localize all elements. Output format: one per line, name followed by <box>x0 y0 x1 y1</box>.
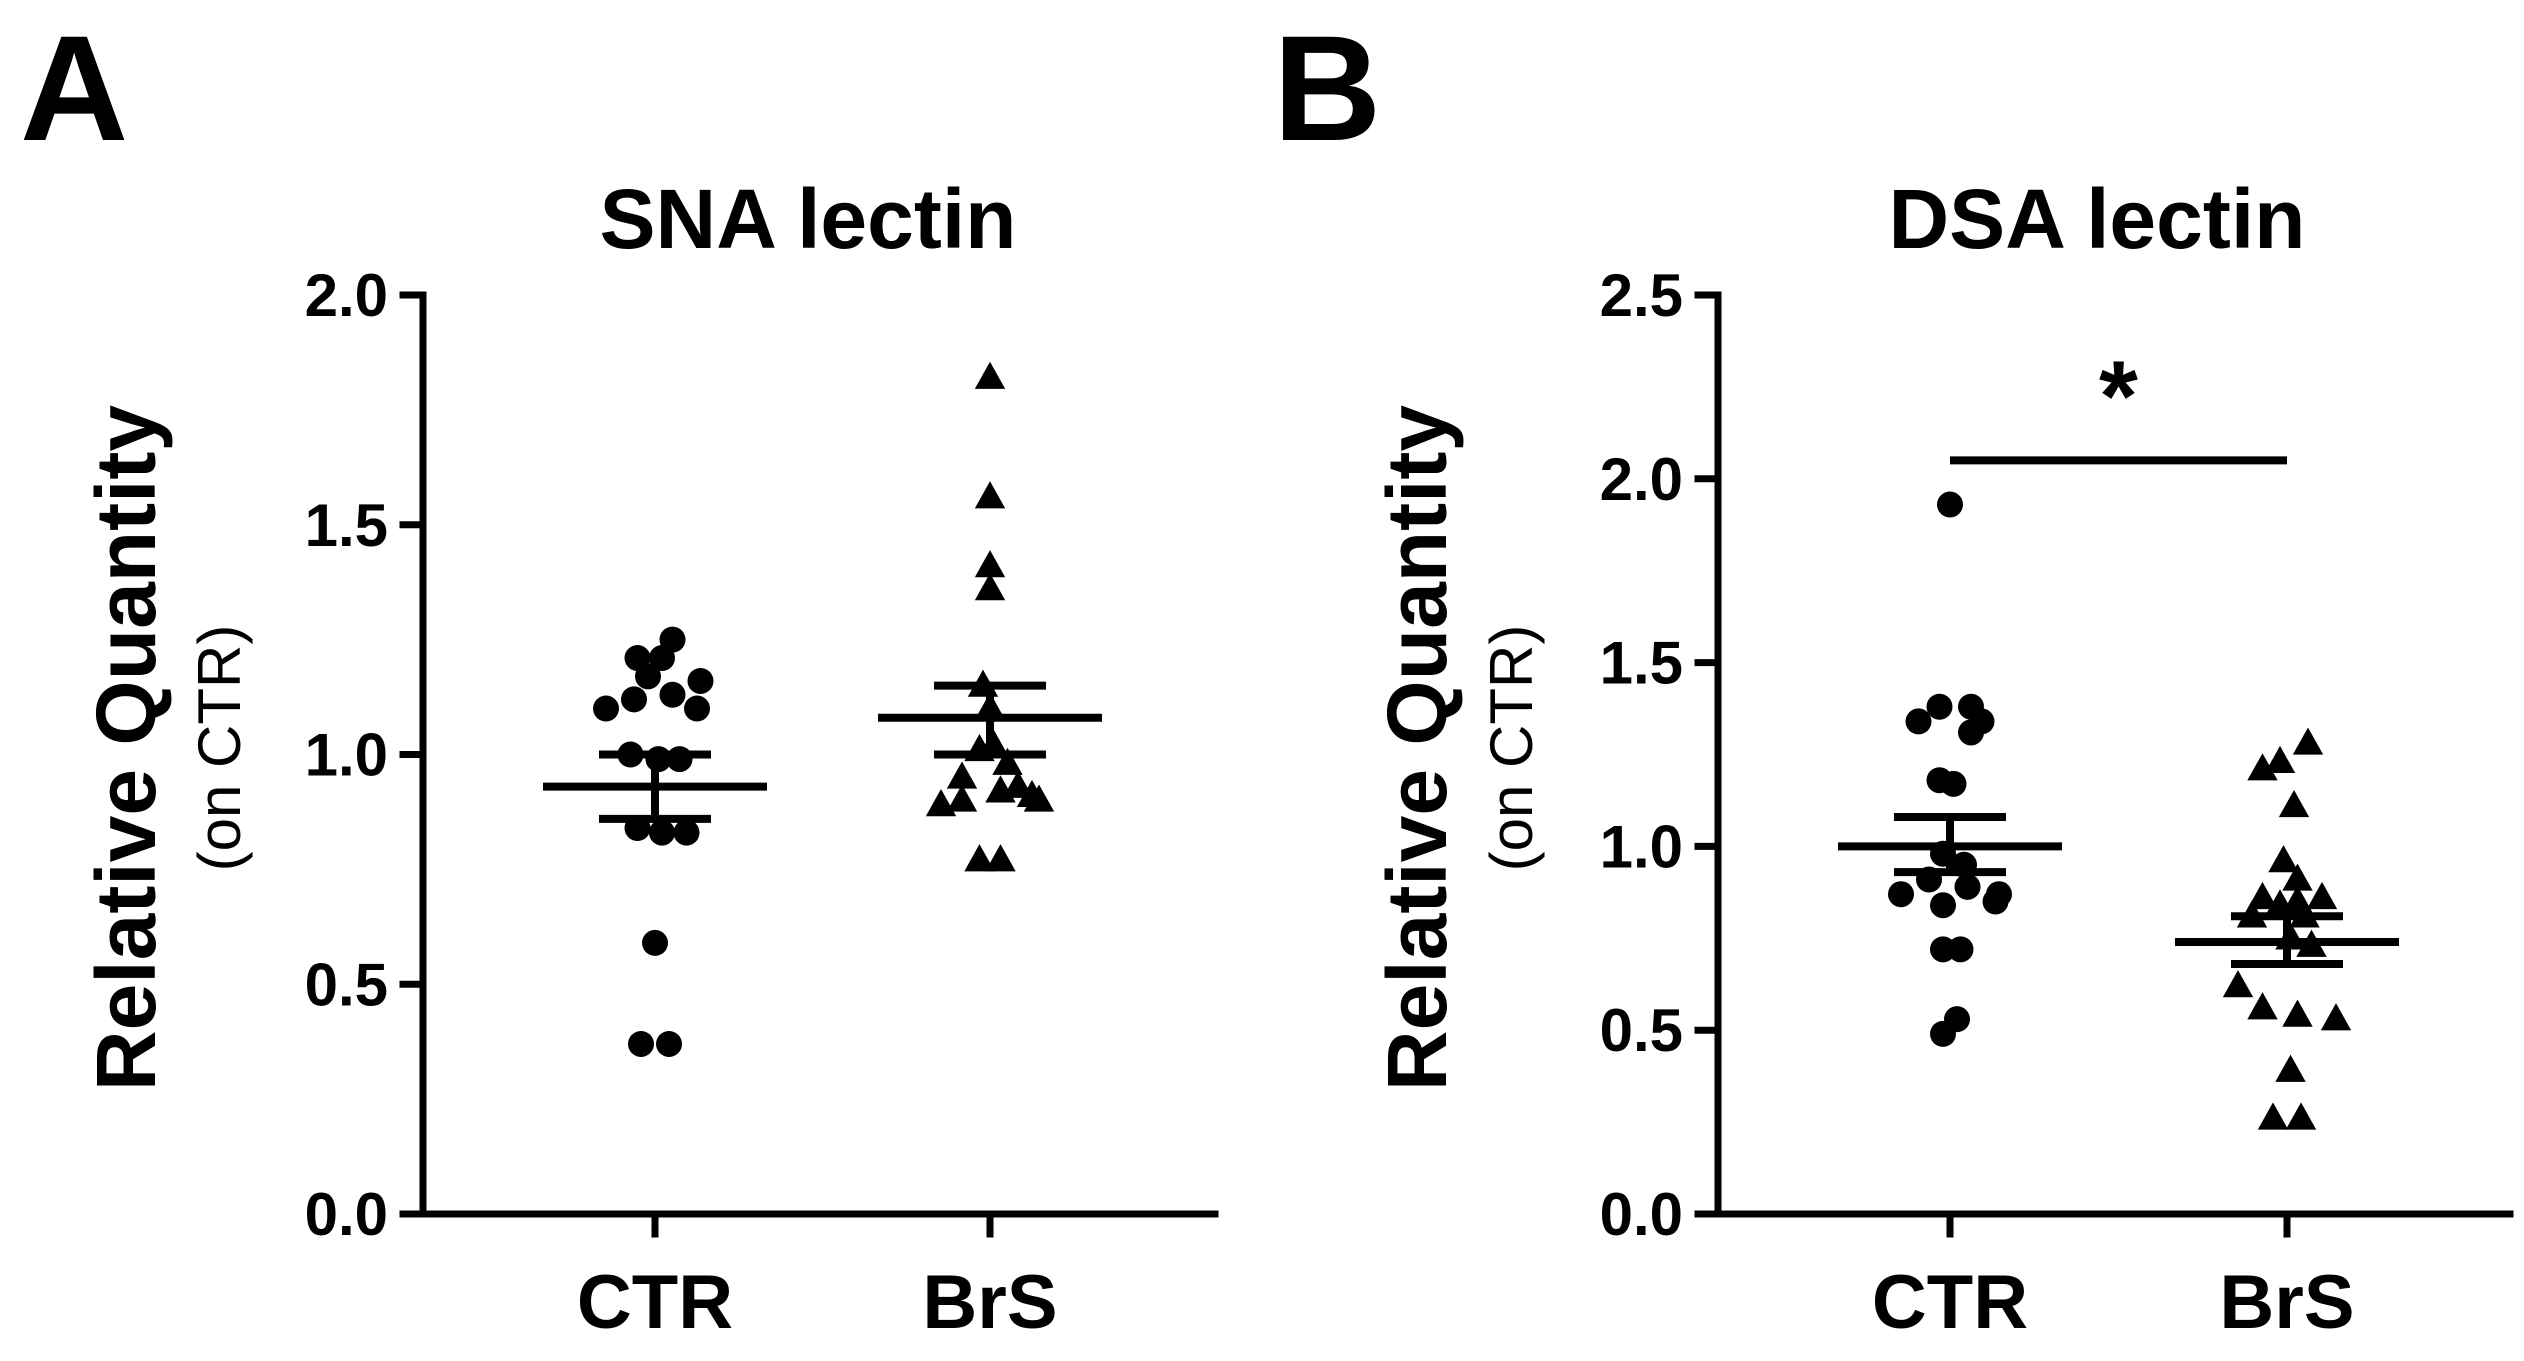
chart-title: SNA lectin <box>600 172 1017 266</box>
data-point-triangle <box>974 573 1006 601</box>
data-point-triangle <box>2285 1102 2317 1130</box>
data-point-triangle <box>974 550 1006 578</box>
x-tick-label: CTR <box>1872 1260 2028 1345</box>
data-point-triangle <box>2306 881 2338 910</box>
x-tick-label: BrS <box>2219 1260 2354 1345</box>
data-point-triangle <box>2320 1003 2352 1031</box>
panel-b: B DSA lectin Relative Quantity (on CTR) … <box>1273 4 2514 1345</box>
data-point-triangle <box>992 747 1023 775</box>
y-tick-label: 0.0 <box>305 1181 388 1248</box>
panel-letter: A <box>20 4 128 172</box>
data-point-triangle <box>2247 881 2278 910</box>
data-point-circle <box>666 746 693 773</box>
data-point-triangle <box>946 784 978 812</box>
data-point-circle <box>621 686 647 713</box>
data-point-circle <box>635 663 661 690</box>
y-tick-label: 2.5 <box>1600 262 1683 329</box>
x-tick-label: BrS <box>922 1260 1057 1345</box>
data-point-circle <box>1930 892 1956 919</box>
data-point-circle <box>687 667 714 694</box>
data-point-circle <box>1905 708 1932 735</box>
data-point-triangle <box>946 761 978 789</box>
data-point-triangle <box>985 844 1016 872</box>
data-point-triangle <box>974 361 1006 389</box>
data-point-circle <box>628 1030 654 1057</box>
significance-star: * <box>2099 340 2138 452</box>
data-point-circle <box>1937 491 1963 518</box>
data-point-triangle <box>1023 784 1055 812</box>
y-tick-label: 0.0 <box>1600 1181 1683 1248</box>
y-tick-label: 1.0 <box>1600 813 1683 880</box>
data-point-circle <box>1940 770 1967 797</box>
data-point-circle <box>1947 936 1974 963</box>
data-point-triangle <box>974 481 1006 509</box>
y-tick-label: 1.5 <box>305 492 388 559</box>
plot-area: 0.0 0.5 1.0 1.5 2.0 2.5 CTR BrS * <box>1600 262 2514 1345</box>
data-point-circle <box>1958 719 1984 746</box>
data-point-triangle <box>2257 1102 2289 1130</box>
data-point-triangle <box>2268 845 2299 873</box>
data-point-circle <box>1930 1020 1956 1047</box>
y-tick-label: 1.0 <box>305 722 388 789</box>
y-tick-label: 0.5 <box>305 951 388 1018</box>
data-point-triangle <box>2278 789 2310 818</box>
plot-area: 0.0 0.5 1.0 1.5 2.0 CTR BrS <box>305 262 1219 1345</box>
data-point-circle <box>673 819 700 846</box>
data-point-triangle <box>2247 753 2278 781</box>
data-point-circle <box>1982 888 2009 915</box>
y-axis-label: Relative Quantity <box>1370 405 1464 1091</box>
data-point-circle <box>649 645 675 672</box>
data-point-circle <box>1926 693 1953 720</box>
x-tick-label: CTR <box>577 1260 733 1345</box>
y-axis-label: Relative Quantity <box>79 405 173 1091</box>
panel-letter: B <box>1273 4 1381 172</box>
data-point-triangle <box>925 789 957 817</box>
data-point-circle <box>659 681 686 708</box>
data-point-triangle <box>1002 770 1034 798</box>
data-point-circle <box>656 1030 682 1057</box>
chart-title: DSA lectin <box>1889 172 2306 266</box>
data-point-circle <box>649 819 675 846</box>
data-point-triangle <box>964 844 995 872</box>
data-point-triangle <box>2222 970 2254 998</box>
y-tick-label: 2.0 <box>1600 446 1683 513</box>
data-point-circle <box>593 695 619 722</box>
data-point-triangle <box>2275 1054 2306 1082</box>
data-point-circle <box>1888 881 1914 908</box>
data-point-triangle <box>2282 863 2313 891</box>
panel-a: A SNA lectin Relative Quantity (on CTR) … <box>20 4 1219 1345</box>
y-axis-sublabel: (on CTR) <box>1478 625 1545 872</box>
data-point-triangle <box>2247 992 2278 1020</box>
data-point-triangle <box>2282 999 2313 1027</box>
y-axis-sublabel: (on CTR) <box>186 625 253 872</box>
data-point-triangle <box>2292 727 2324 755</box>
data-point-circle <box>642 929 668 956</box>
data-point-circle <box>1954 873 1981 900</box>
data-point-circle <box>684 695 710 722</box>
y-tick-label: 0.5 <box>1600 997 1683 1064</box>
data-point-triangle <box>2264 889 2296 917</box>
y-tick-label: 2.0 <box>305 262 388 329</box>
y-tick-label: 1.5 <box>1600 630 1683 697</box>
data-point-triangle <box>2264 745 2296 774</box>
data-point-triangle <box>985 775 1016 803</box>
